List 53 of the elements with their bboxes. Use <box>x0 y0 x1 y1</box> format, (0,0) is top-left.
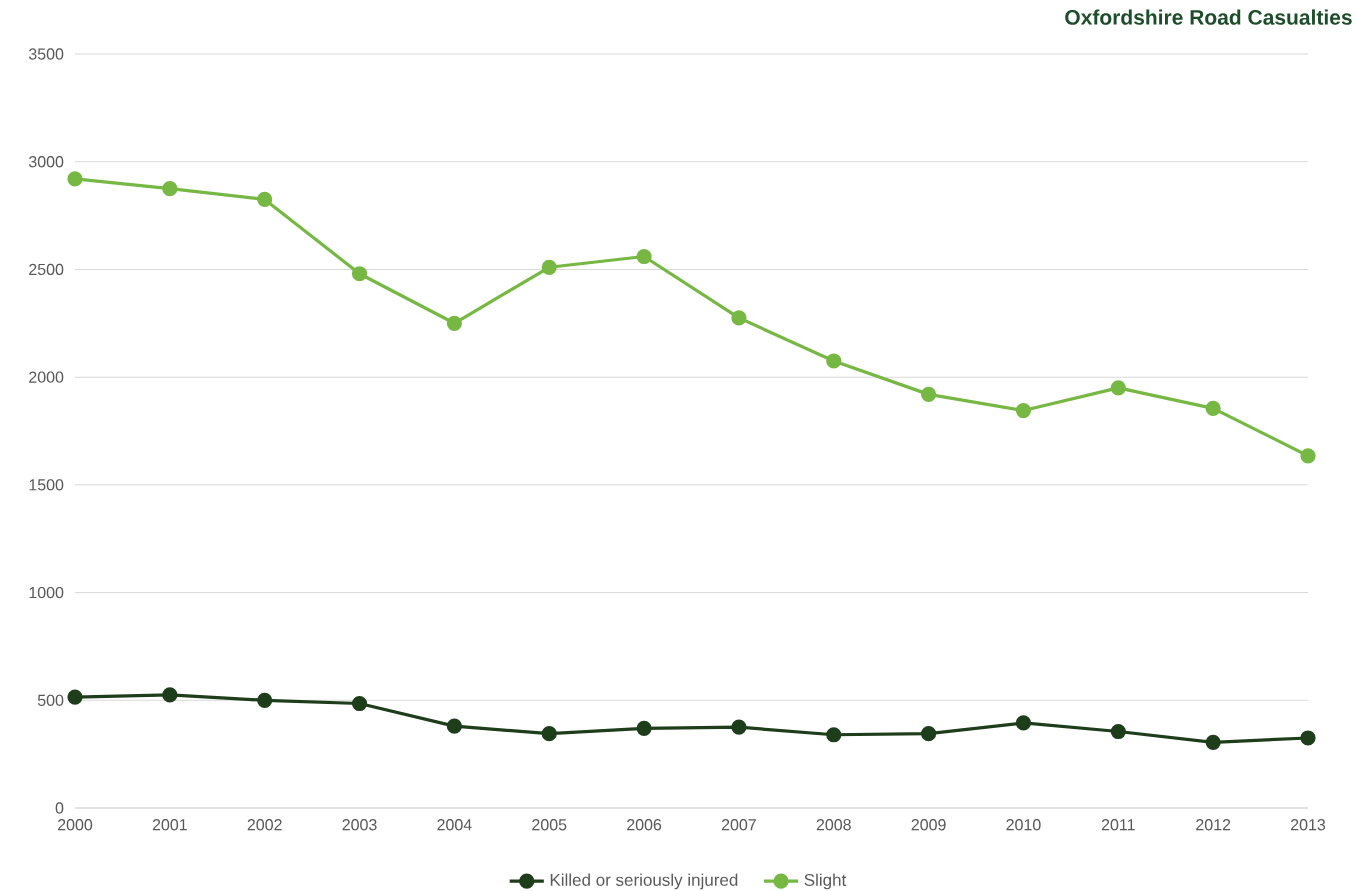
y-tick-label: 1500 <box>29 479 64 491</box>
x-tick-label: 2002 <box>247 819 282 831</box>
y-tick-label: 1000 <box>29 586 64 599</box>
x-tick-label: 2012 <box>1196 819 1231 831</box>
legend-label: Slight <box>804 873 847 890</box>
point <box>826 727 842 743</box>
x-tick-label: 2007 <box>721 819 756 831</box>
point <box>1015 402 1032 419</box>
point <box>636 720 652 736</box>
y-tick-label: 0 <box>55 802 64 814</box>
point <box>162 181 178 197</box>
x-tick-label: 2013 <box>1291 819 1326 831</box>
x-tick-label: 2001 <box>152 819 187 831</box>
x-tick-label: 2006 <box>627 819 662 831</box>
chart-title: Oxfordshire Road Casualties <box>1065 9 1352 25</box>
point <box>541 259 557 275</box>
point <box>67 689 83 705</box>
point <box>351 695 368 712</box>
legend-label: Killed or seriously injured <box>550 873 738 890</box>
y-tick-label: 3000 <box>28 156 64 168</box>
y-tick-label: 3500 <box>28 48 64 60</box>
point <box>541 726 557 742</box>
point <box>921 726 937 742</box>
x-tick-label: 2000 <box>58 819 93 831</box>
point <box>826 353 842 369</box>
x-tick-label: 2010 <box>1006 819 1041 831</box>
point <box>1110 723 1126 740</box>
x-tick-label: 2005 <box>532 819 567 831</box>
x-tick-label: 2003 <box>342 819 377 831</box>
point <box>1205 400 1221 416</box>
y-tick-label: 2500 <box>29 263 64 276</box>
point <box>446 315 462 331</box>
x-tick-label: 2011 <box>1101 819 1135 831</box>
point <box>1205 734 1221 750</box>
point <box>921 386 937 402</box>
x-tick-label: 2008 <box>816 819 851 831</box>
point <box>1300 730 1316 746</box>
point <box>257 692 273 708</box>
x-tick-label: 2004 <box>437 819 472 831</box>
point <box>1110 380 1126 396</box>
point <box>731 310 747 326</box>
point <box>731 719 747 735</box>
point <box>636 248 652 265</box>
point <box>1300 448 1316 464</box>
point <box>162 687 178 703</box>
y-tick-label: 500 <box>37 694 64 706</box>
y-tick-label: 2000 <box>29 371 64 383</box>
x-tick-label: 2009 <box>911 819 946 831</box>
point <box>351 266 368 282</box>
point <box>1015 715 1032 731</box>
point <box>446 718 462 734</box>
point <box>257 191 273 208</box>
point <box>67 171 83 187</box>
